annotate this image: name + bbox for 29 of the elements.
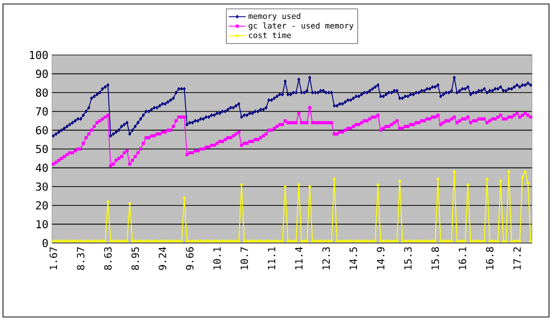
y-tick-label: 50 (36, 144, 48, 154)
y-tick-label: 0 (42, 238, 48, 248)
y-tick-label: 80 (36, 88, 48, 97)
x-tick-label: 8.95 (131, 247, 139, 270)
x-tick-label: 15.8 (431, 247, 439, 270)
x-tick-label: 10.1 (213, 247, 221, 270)
y-tick-label: 10 (36, 220, 48, 228)
y-tick-label: 30 (36, 182, 48, 191)
x-tick-label: 9.24 (158, 246, 166, 270)
x-tick-label: 14.5 (350, 247, 358, 270)
x-tick-label: 11.1 (268, 247, 276, 270)
x-tick-label: 15.3 (404, 247, 412, 270)
y-tick-label: 60 (36, 126, 48, 134)
x-tick-label: 10.7 (240, 247, 248, 270)
x-tick-label: 11.4 (295, 246, 302, 270)
y-tick-label: 100 (30, 50, 48, 60)
x-tick-label: 14.9 (376, 247, 384, 270)
x-tick-label: 17.2 (513, 247, 521, 270)
x-tick-label: 16.8 (486, 247, 494, 270)
x-tick-label: 8.37 (76, 247, 84, 270)
y-tick-label: 40 (36, 164, 48, 172)
x-tick-label: 16.1 (458, 247, 466, 270)
x-tick-label: 12.3 (322, 247, 330, 270)
x-tick-label: 9.66 (186, 247, 194, 270)
y-tick-label: 90 (36, 70, 48, 78)
x-tick-label: 1.67 (50, 247, 58, 270)
y-tick-label: 70 (36, 107, 48, 116)
y-tick-label: 20 (36, 201, 48, 210)
x-tick-label: 8.63 (104, 247, 112, 270)
